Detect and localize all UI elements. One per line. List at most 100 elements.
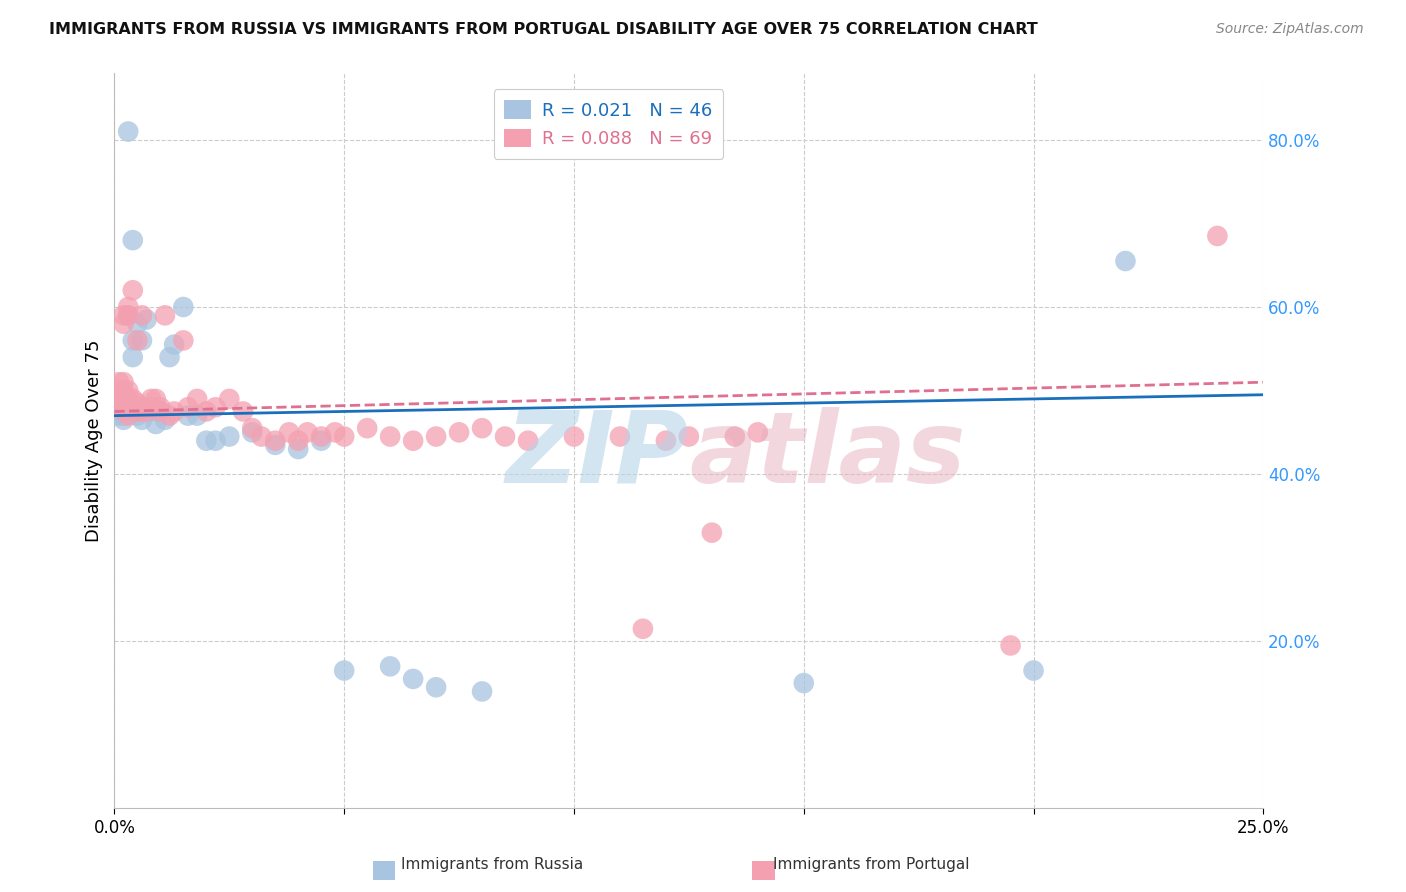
Point: [117, 404, 139, 418]
Point: [1114, 254, 1136, 268]
Point: [402, 434, 425, 448]
Point: [250, 429, 273, 443]
Point: [186, 392, 208, 406]
Point: [747, 425, 769, 440]
Point: [112, 309, 135, 323]
Point: [172, 334, 194, 348]
Point: [297, 425, 319, 440]
Point: [287, 434, 309, 448]
Point: [121, 392, 143, 406]
Point: [117, 300, 139, 314]
Point: [117, 309, 139, 323]
Point: [1000, 639, 1022, 653]
Point: [356, 421, 378, 435]
Point: [309, 434, 332, 448]
Point: [131, 404, 153, 418]
Point: [131, 401, 153, 415]
Point: [204, 434, 226, 448]
Point: [793, 676, 815, 690]
Point: [117, 384, 139, 398]
Point: [112, 396, 135, 410]
Point: [172, 300, 194, 314]
Point: [700, 525, 723, 540]
Point: [112, 375, 135, 389]
Point: [141, 404, 163, 418]
Point: [108, 384, 131, 398]
Point: [449, 425, 471, 440]
Point: [163, 337, 186, 351]
Point: [108, 375, 131, 389]
Point: [678, 429, 700, 443]
Point: [112, 409, 135, 423]
Point: [127, 334, 149, 348]
Point: [127, 317, 149, 331]
Point: [117, 124, 139, 138]
Point: [402, 672, 425, 686]
Point: [141, 401, 163, 415]
Point: [471, 684, 494, 698]
Point: [121, 233, 143, 247]
Point: [112, 413, 135, 427]
Text: atlas: atlas: [689, 407, 966, 504]
Point: [218, 392, 240, 406]
Point: [471, 421, 494, 435]
Point: [159, 350, 181, 364]
Point: [264, 438, 287, 452]
Point: [145, 392, 167, 406]
Point: [655, 434, 678, 448]
Point: [112, 392, 135, 406]
Point: [153, 309, 176, 323]
Point: [278, 425, 301, 440]
Point: [204, 401, 226, 415]
Point: [127, 404, 149, 418]
Point: [1022, 664, 1045, 678]
Point: [127, 404, 149, 418]
Point: [108, 401, 131, 415]
Point: [149, 401, 172, 415]
Point: [631, 622, 654, 636]
Point: [141, 392, 163, 406]
Point: [112, 401, 135, 415]
Point: [1206, 229, 1229, 244]
Point: [121, 350, 143, 364]
Point: [117, 401, 139, 415]
Point: [177, 409, 200, 423]
Point: [127, 396, 149, 410]
Point: [131, 309, 153, 323]
Point: [131, 413, 153, 427]
Point: [264, 434, 287, 448]
Text: Immigrants from Russia: Immigrants from Russia: [401, 857, 583, 872]
Point: [117, 409, 139, 423]
Point: [108, 404, 131, 418]
Point: [425, 429, 447, 443]
Point: [195, 404, 218, 418]
Point: [232, 404, 254, 418]
Point: [108, 401, 131, 415]
Point: [112, 404, 135, 418]
Point: [127, 409, 149, 423]
Point: [159, 409, 181, 423]
Point: [135, 312, 157, 326]
Point: [145, 417, 167, 431]
Point: [121, 334, 143, 348]
Point: [112, 384, 135, 398]
Point: [218, 429, 240, 443]
Point: [131, 334, 153, 348]
Point: [724, 429, 747, 443]
Y-axis label: Disability Age Over 75: Disability Age Over 75: [86, 340, 103, 542]
Point: [163, 404, 186, 418]
Text: IMMIGRANTS FROM RUSSIA VS IMMIGRANTS FROM PORTUGAL DISABILITY AGE OVER 75 CORREL: IMMIGRANTS FROM RUSSIA VS IMMIGRANTS FRO…: [49, 22, 1038, 37]
Point: [494, 429, 516, 443]
Text: ZIP: ZIP: [506, 407, 689, 504]
Text: Source: ZipAtlas.com: Source: ZipAtlas.com: [1216, 22, 1364, 37]
Point: [108, 392, 131, 406]
Point: [240, 425, 263, 440]
Point: [240, 421, 263, 435]
Point: [333, 664, 356, 678]
Point: [117, 401, 139, 415]
Point: [112, 392, 135, 406]
Point: [153, 413, 176, 427]
Point: [378, 659, 401, 673]
Point: [517, 434, 540, 448]
Point: [121, 283, 143, 297]
